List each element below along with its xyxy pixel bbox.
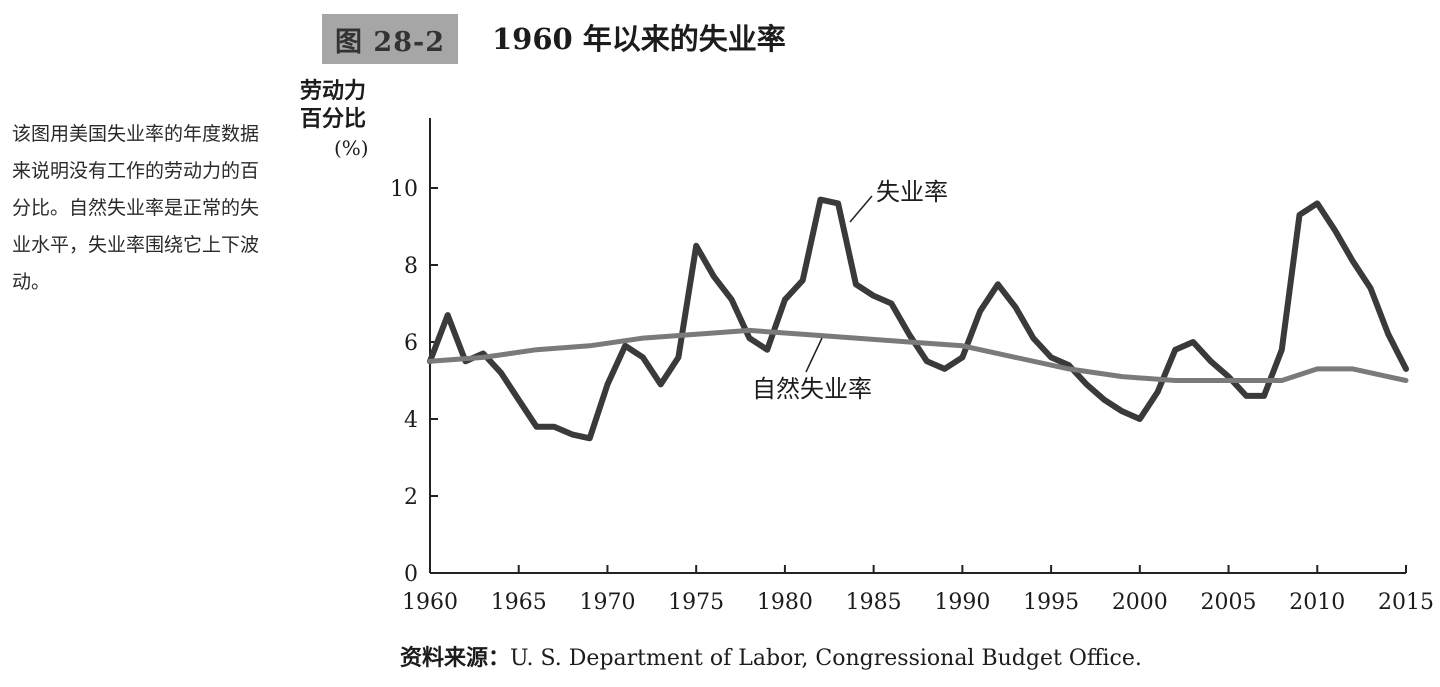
x-tick-label: 1970 <box>579 590 635 615</box>
x-tick-label: 2015 <box>1378 590 1434 615</box>
x-tick-label: 1990 <box>934 590 990 615</box>
x-tick-label: 1960 <box>402 590 458 615</box>
x-tick-label: 2000 <box>1112 590 1168 615</box>
annotation-unemployment-rate: 失业率 <box>876 178 948 206</box>
y-axis-label-line-1: 劳动力 <box>300 79 367 104</box>
x-tick-label: 2010 <box>1289 590 1345 615</box>
x-tick-label: 1975 <box>668 590 724 615</box>
series-line-unemployment-rate <box>427 196 1409 442</box>
x-tick-label: 1980 <box>757 590 813 615</box>
x-tick-label: 1985 <box>846 590 902 615</box>
y-tick-label: 0 <box>404 562 418 587</box>
y-tick-label: 2 <box>404 485 418 510</box>
source-note: 资料来源：U. S. Department of Labor, Congress… <box>400 640 1142 672</box>
annotation-leader-natural <box>805 337 823 373</box>
figure-title: 1960 年以来的失业率 <box>492 22 786 56</box>
y-tick-label: 4 <box>404 408 418 433</box>
y-tick-label: 10 <box>390 177 418 202</box>
y-tick-label: 6 <box>404 331 418 356</box>
x-tick-label: 1995 <box>1023 590 1079 615</box>
x-tick-label: 1965 <box>491 590 547 615</box>
series-line-natural-rate <box>427 327 1409 383</box>
y-axis-label-line-2: 百分比 <box>300 107 367 132</box>
source-text: U. S. Department of Labor, Congressional… <box>510 646 1142 671</box>
y-axis-label: 劳动力 百分比 (%) <box>300 78 410 162</box>
x-tick-label: 2005 <box>1201 590 1257 615</box>
y-axis-label-unit: (%) <box>334 136 369 160</box>
source-label: 资料来源： <box>400 646 511 671</box>
figure-number-badge: 图 28-2 <box>322 14 458 64</box>
figure-caption: 该图用美国失业率的年度数据来说明没有工作的劳动力的百分比。自然失业率是正常的失业… <box>12 123 260 293</box>
annotation-leader-unemployment <box>849 195 873 223</box>
y-tick-label: 8 <box>404 254 418 279</box>
annotation-natural-rate: 自然失业率 <box>752 375 872 403</box>
